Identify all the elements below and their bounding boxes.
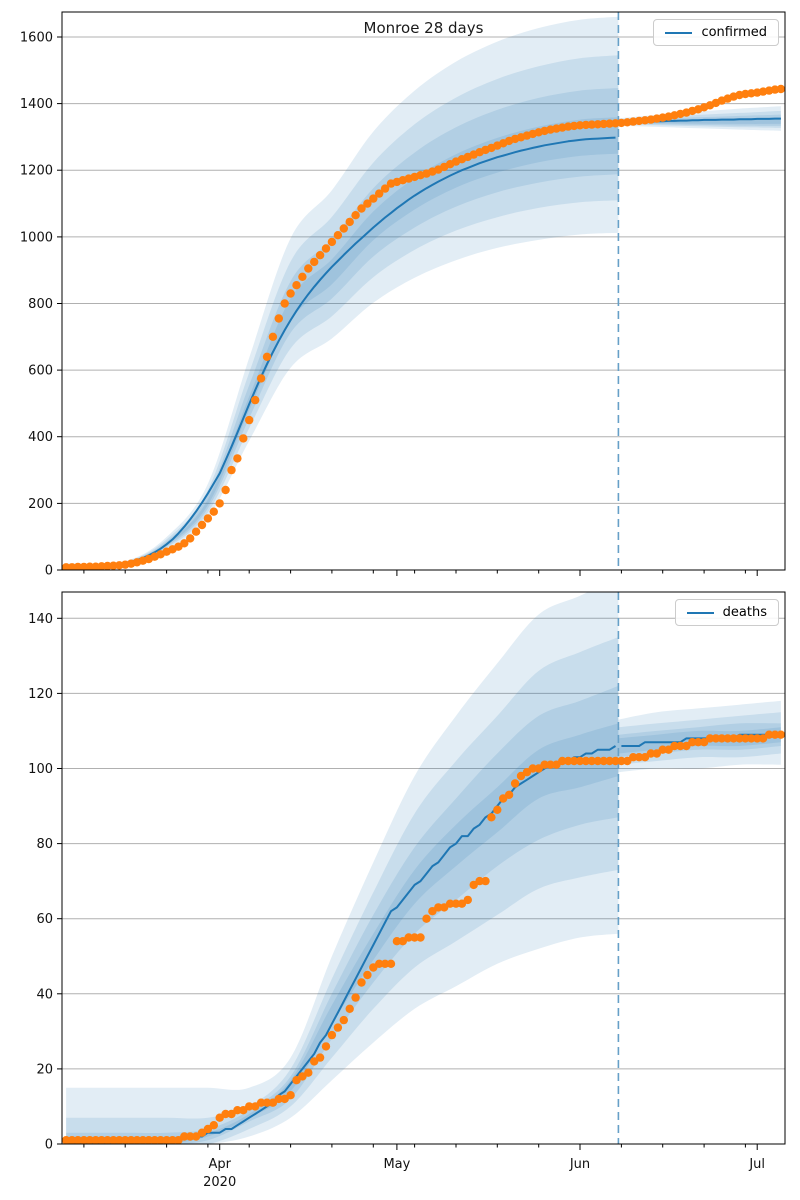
x-tick-label: May xyxy=(383,1157,410,1172)
y-tick-label: 1200 xyxy=(20,164,53,179)
confirmed-uncertainty-bands xyxy=(66,16,781,570)
legend-line-sample-deaths xyxy=(686,611,714,614)
y-tick-label: 200 xyxy=(28,497,53,512)
x-tick-label: Apr xyxy=(208,1157,231,1172)
legend-line-sample-confirmed xyxy=(665,31,693,34)
deaths-y-axis: 0 20 40 60 80 100 120 140 xyxy=(28,612,62,1153)
y-tick-label: 0 xyxy=(45,1138,53,1153)
y-tick-label: 80 xyxy=(36,837,53,852)
y-tick-label: 0 xyxy=(45,564,53,579)
y-tick-label: 1600 xyxy=(20,31,53,46)
y-tick-label: 60 xyxy=(36,912,53,927)
confirmed-actual-dots xyxy=(62,84,785,570)
x-tick-label: Jun xyxy=(569,1157,590,1172)
y-tick-label: 20 xyxy=(36,1062,53,1077)
legend-label-deaths: deaths xyxy=(722,605,767,620)
y-tick-label: 600 xyxy=(28,364,53,379)
y-tick-label: 1400 xyxy=(20,97,53,112)
deaths-panel: 0 20 40 60 80 100 120 140 Apr 2020 May Jun Jul xyxy=(28,591,786,1190)
legend-label-confirmed: confirmed xyxy=(701,25,767,40)
deaths-actual-dots xyxy=(62,730,785,1144)
y-tick-label: 140 xyxy=(28,612,53,627)
confirmed-y-axis: 0 200 400 600 800 1000 1200 1400 1600 xyxy=(20,31,62,579)
y-tick-label: 40 xyxy=(36,987,53,1002)
confirmed-gridlines xyxy=(62,36,785,504)
x-tick-year-label: 2020 xyxy=(203,1175,236,1190)
confirmed-model-line xyxy=(66,136,616,570)
confirmed-panel: 0 200 400 600 800 1000 1200 1400 1600 xyxy=(20,11,786,579)
y-tick-label: 120 xyxy=(28,687,53,702)
deaths-uncertainty-bands xyxy=(66,592,781,1144)
y-tick-label: 1000 xyxy=(20,230,53,245)
x-tick-label: Jul xyxy=(748,1157,765,1172)
legend-deaths: deaths xyxy=(674,599,779,626)
deaths-model-forecast-line xyxy=(621,733,781,747)
legend-confirmed: confirmed xyxy=(653,19,779,46)
deaths-x-axis: Apr 2020 May Jun Jul xyxy=(83,1144,765,1190)
y-tick-label: 400 xyxy=(28,430,53,445)
confirmed-x-axis xyxy=(83,570,758,576)
deaths-plot-border xyxy=(61,591,786,1145)
y-tick-label: 800 xyxy=(28,297,53,312)
confirmed-plot-border xyxy=(61,11,786,571)
y-tick-label: 100 xyxy=(28,762,53,777)
